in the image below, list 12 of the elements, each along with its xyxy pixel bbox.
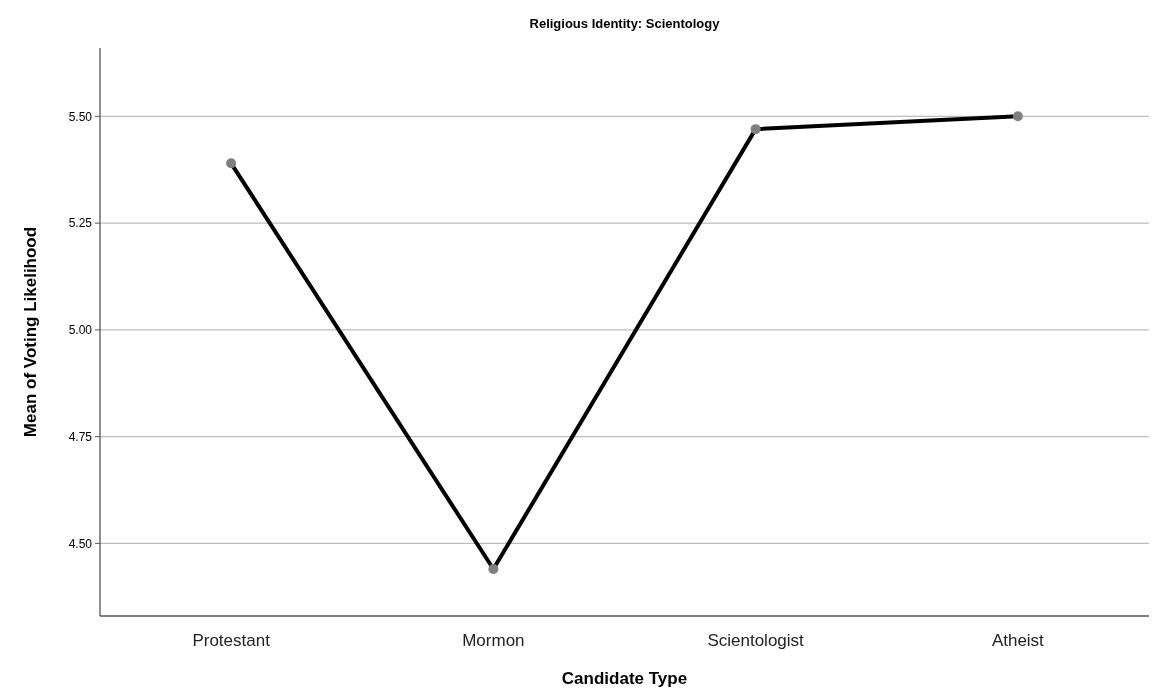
y-axis-title: Mean of Voting Likelihood (21, 226, 40, 438)
y-tick-label: 5.00 (68, 323, 93, 338)
y-tick-label: 4.50 (68, 536, 93, 551)
x-tick-label: Scientologist (707, 631, 805, 650)
y-tick-label: 4.75 (68, 429, 93, 444)
x-tick-label: Protestant (192, 631, 271, 650)
x-axis-title: Candidate Type (561, 669, 688, 688)
x-tick-label: Atheist (991, 631, 1045, 650)
x-tick-label: Mormon (462, 631, 525, 650)
y-tick-label: 5.25 (68, 216, 93, 231)
chart-title: Religious Identity: Scientology (529, 16, 721, 31)
y-tick-label: 5.50 (68, 109, 93, 124)
